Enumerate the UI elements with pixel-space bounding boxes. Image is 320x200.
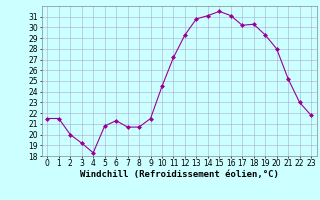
X-axis label: Windchill (Refroidissement éolien,°C): Windchill (Refroidissement éolien,°C) bbox=[80, 170, 279, 179]
